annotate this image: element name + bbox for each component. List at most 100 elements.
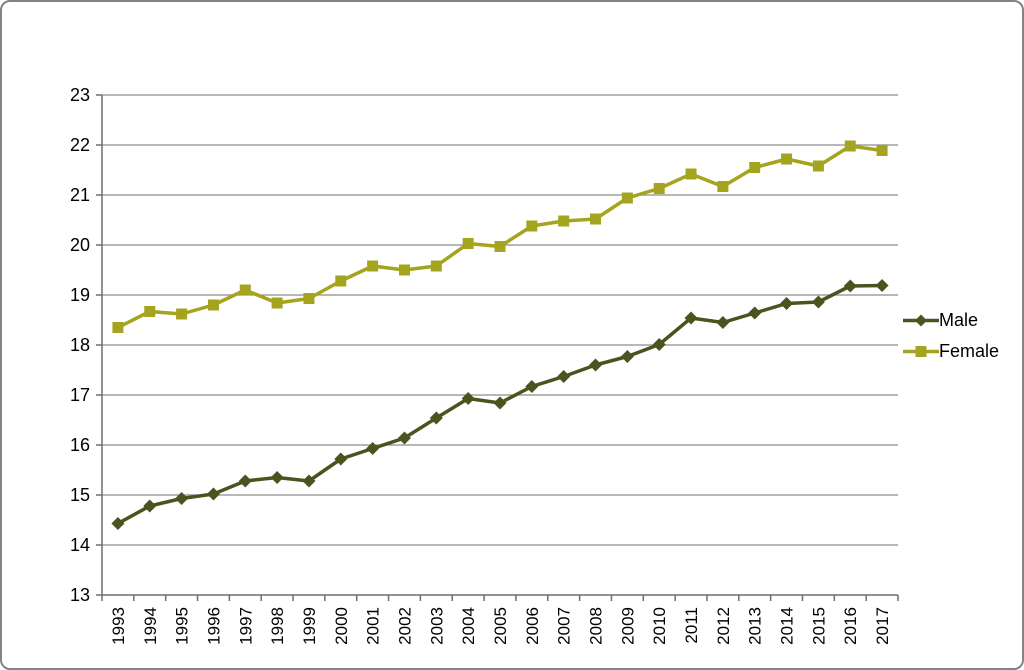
x-axis-label: 2001 [364, 607, 383, 645]
male-marker [366, 442, 380, 455]
legend: Male Female [903, 308, 999, 363]
y-axis-label: 15 [70, 485, 90, 505]
male-marker [811, 295, 825, 309]
x-axis-label: 2007 [555, 607, 574, 645]
male-marker [429, 411, 443, 425]
y-axis-label: 14 [70, 535, 90, 555]
female-marker [430, 260, 442, 272]
x-axis-label: 2014 [778, 607, 797, 645]
female-marker [335, 275, 347, 287]
legend-item-female: Female [903, 339, 999, 363]
male-marker [875, 279, 889, 292]
x-axis-label: 2015 [809, 607, 828, 645]
male-marker [620, 350, 634, 363]
y-axis-label: 21 [70, 185, 90, 205]
female-marker [558, 215, 570, 227]
female-marker [144, 306, 156, 317]
male-marker [843, 279, 857, 293]
x-axis-label: 2000 [332, 607, 351, 645]
female-marker [367, 260, 379, 272]
y-axis-label: 16 [70, 435, 90, 455]
female-series [112, 140, 888, 333]
legend-marker [915, 314, 927, 326]
male-marker [716, 316, 730, 329]
male-marker [175, 492, 189, 505]
male-marker [780, 297, 794, 310]
female-marker [590, 213, 602, 225]
x-axis-label: 2006 [523, 607, 542, 645]
male-marker [111, 517, 125, 530]
x-axis-label: 1995 [173, 607, 192, 645]
x-axis-label: 2012 [714, 607, 733, 645]
y-axis-label: 18 [70, 335, 90, 355]
female-marker [494, 241, 506, 252]
x-axis-label: 2008 [587, 607, 606, 645]
male-marker [748, 306, 762, 320]
male-marker [238, 474, 252, 488]
female-marker [876, 145, 888, 156]
y-axis-label: 23 [70, 85, 90, 105]
x-axis-label: 2011 [682, 607, 701, 644]
female-marker [844, 140, 856, 152]
x-axis-label: 2016 [841, 607, 860, 645]
male-marker [206, 487, 220, 501]
male-marker [334, 452, 348, 466]
male-marker [397, 431, 411, 445]
female-marker [812, 160, 824, 172]
x-axis-label: 2017 [873, 607, 892, 645]
female-marker [717, 181, 729, 192]
male-marker [302, 474, 316, 488]
y-axis-label: 17 [70, 385, 90, 405]
y-axis-label: 22 [70, 135, 90, 155]
female-series-marker-icon [903, 345, 939, 357]
male-series-marker-icon [903, 314, 939, 326]
female-marker [749, 162, 761, 173]
y-axis-label: 19 [70, 285, 90, 305]
x-axis-label: 2004 [459, 607, 478, 645]
female-marker [271, 297, 283, 309]
male-marker [525, 380, 539, 393]
x-axis-label: 1999 [300, 607, 319, 645]
x-axis-label: 1996 [204, 607, 223, 645]
x-axis-label: 1998 [268, 607, 287, 645]
male-marker [143, 499, 157, 513]
x-axis-label: 2002 [395, 607, 414, 645]
x-axis-label: 2003 [427, 607, 446, 645]
female-marker [112, 322, 124, 333]
x-axis-label: 2013 [746, 607, 765, 645]
legend-label-female: Female [939, 341, 1000, 361]
female-marker [239, 284, 251, 296]
x-axis-label: 2009 [618, 607, 637, 645]
female-marker [207, 299, 219, 311]
x-axis-label: 1997 [236, 607, 255, 645]
female-marker [621, 192, 633, 204]
female-marker [685, 168, 697, 180]
male-marker [270, 471, 284, 484]
female-marker [303, 293, 315, 304]
legend-item-male: Male [903, 308, 999, 332]
male-marker [652, 338, 666, 351]
legend-marker [915, 345, 927, 357]
y-axis-label: 13 [70, 585, 90, 605]
female-marker [781, 153, 793, 165]
male-marker [461, 392, 475, 405]
female-line [117, 144, 883, 330]
x-axis-label: 1994 [141, 607, 160, 645]
male-marker [684, 311, 698, 325]
male-marker [589, 358, 603, 372]
female-marker [526, 220, 538, 232]
female-marker [462, 238, 474, 249]
x-axis-label: 2005 [491, 607, 510, 645]
legend-label-male: Male [939, 310, 979, 330]
female-marker [398, 264, 410, 276]
male-series [111, 279, 889, 530]
female-marker [653, 183, 665, 194]
y-axis-label: 20 [70, 235, 90, 255]
male-marker [493, 396, 507, 410]
x-axis-label: 2010 [650, 607, 669, 645]
x-axis-label: 1993 [109, 607, 128, 645]
female-marker [176, 308, 188, 320]
male-marker [557, 370, 571, 383]
